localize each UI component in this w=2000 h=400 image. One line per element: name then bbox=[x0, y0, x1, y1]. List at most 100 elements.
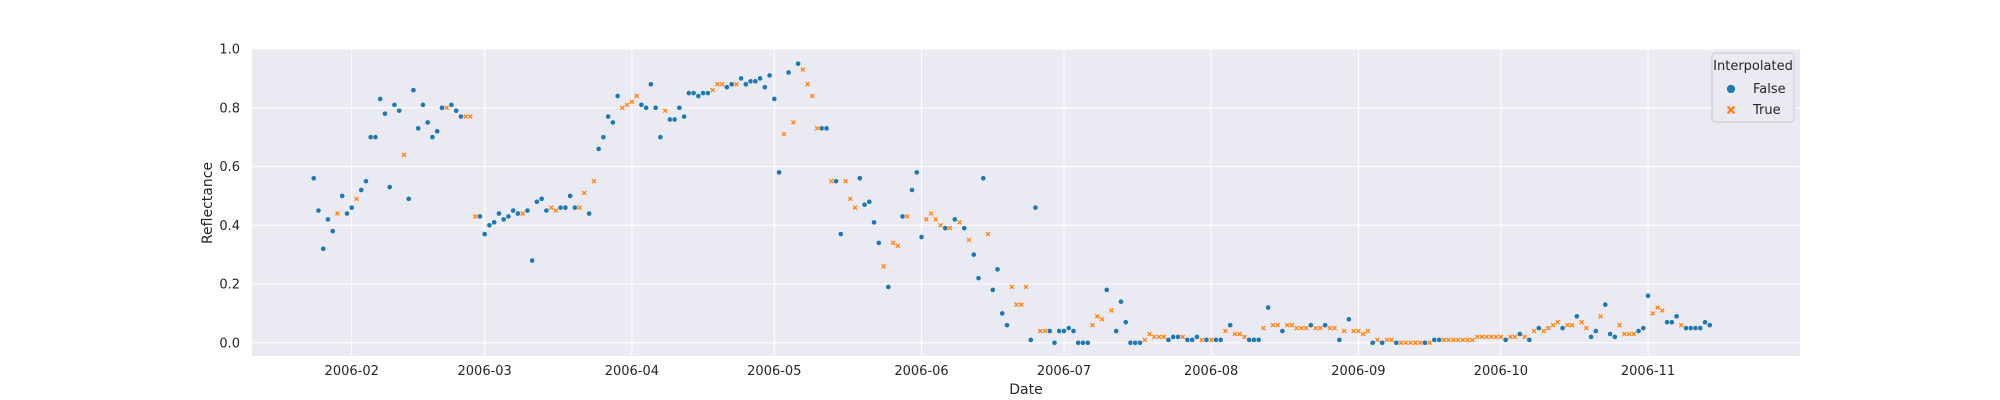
legend: Interpolated False True bbox=[1711, 52, 1795, 123]
data-point bbox=[572, 204, 578, 211]
data-point bbox=[1217, 336, 1224, 343]
data-point bbox=[1573, 313, 1580, 320]
data-point bbox=[1203, 336, 1210, 343]
data-point bbox=[809, 93, 816, 99]
data-point bbox=[515, 210, 521, 217]
data-point bbox=[871, 219, 877, 226]
data-point bbox=[643, 104, 649, 111]
data-point bbox=[1089, 322, 1096, 328]
data-point bbox=[742, 81, 749, 88]
data-point bbox=[1265, 304, 1272, 311]
data-point bbox=[496, 210, 502, 217]
data-point bbox=[1222, 328, 1229, 334]
data-point bbox=[1175, 334, 1181, 340]
data-point bbox=[325, 216, 331, 223]
series-true bbox=[334, 66, 1685, 346]
data-point bbox=[358, 187, 365, 193]
data-point bbox=[885, 284, 892, 290]
data-point bbox=[1692, 325, 1699, 331]
data-point bbox=[382, 110, 388, 117]
data-point bbox=[961, 225, 968, 232]
plot-background bbox=[252, 49, 1800, 356]
data-point bbox=[667, 116, 673, 123]
grid-lines bbox=[252, 48, 1800, 356]
x-tick-label: 2006-02 bbox=[325, 364, 379, 379]
data-point bbox=[652, 104, 659, 111]
data-point bbox=[1118, 298, 1124, 305]
data-point bbox=[1550, 322, 1556, 328]
data-point bbox=[1535, 325, 1542, 331]
data-point bbox=[833, 178, 839, 185]
y-tick-label: 1.0 bbox=[219, 43, 240, 58]
data-point bbox=[1170, 334, 1177, 340]
data-point bbox=[1336, 336, 1343, 343]
data-point bbox=[424, 119, 431, 126]
data-point bbox=[1198, 337, 1205, 343]
data-point bbox=[1540, 328, 1547, 334]
data-point bbox=[624, 102, 630, 108]
data-point bbox=[377, 96, 384, 102]
data-point bbox=[1070, 328, 1077, 334]
data-point bbox=[610, 119, 616, 126]
data-point bbox=[633, 93, 640, 99]
data-point bbox=[842, 178, 849, 185]
data-point bbox=[443, 104, 450, 111]
legend-box bbox=[1711, 52, 1795, 123]
data-point bbox=[353, 196, 360, 202]
data-point bbox=[614, 93, 621, 99]
data-point bbox=[771, 96, 778, 102]
data-point bbox=[1346, 316, 1352, 323]
data-point bbox=[538, 195, 545, 202]
data-point bbox=[1308, 322, 1314, 329]
data-point bbox=[1555, 319, 1561, 326]
data-point bbox=[1255, 336, 1262, 343]
data-point bbox=[1141, 337, 1148, 343]
data-point bbox=[348, 204, 355, 211]
data-point bbox=[1616, 322, 1623, 328]
data-point bbox=[1127, 339, 1134, 346]
data-point bbox=[928, 210, 934, 217]
data-point bbox=[1645, 292, 1651, 299]
y-tick-label: 0.8 bbox=[219, 101, 240, 116]
data-point bbox=[1008, 284, 1015, 290]
data-point bbox=[467, 113, 474, 120]
data-point bbox=[904, 213, 911, 220]
legend-label-false: False bbox=[1753, 82, 1786, 97]
data-point bbox=[723, 84, 730, 91]
data-point bbox=[315, 207, 322, 214]
data-point bbox=[586, 210, 592, 217]
data-point bbox=[752, 78, 759, 85]
data-point bbox=[800, 66, 806, 73]
data-point bbox=[1664, 319, 1670, 326]
data-point bbox=[1630, 331, 1637, 337]
data-point bbox=[439, 104, 445, 111]
data-point bbox=[852, 204, 858, 211]
data-point bbox=[1649, 310, 1656, 317]
data-point bbox=[405, 195, 412, 202]
data-point bbox=[344, 210, 350, 217]
data-point bbox=[562, 204, 569, 211]
data-point bbox=[761, 84, 768, 91]
data-point bbox=[1137, 339, 1143, 346]
data-point bbox=[880, 263, 887, 270]
data-point bbox=[595, 146, 602, 152]
data-point bbox=[1369, 339, 1376, 346]
data-point bbox=[477, 213, 483, 220]
data-point bbox=[410, 87, 417, 93]
data-point bbox=[1279, 328, 1286, 334]
data-point bbox=[1213, 336, 1219, 343]
y-tick-label: 0.4 bbox=[219, 219, 240, 234]
data-point bbox=[1018, 301, 1025, 308]
data-point bbox=[1602, 301, 1609, 308]
data-point bbox=[1526, 336, 1533, 343]
data-point bbox=[1422, 339, 1428, 346]
data-point bbox=[1607, 331, 1613, 337]
data-point bbox=[420, 101, 426, 108]
data-point bbox=[310, 175, 317, 182]
data-point bbox=[1108, 307, 1115, 314]
x-tick-label: 2006-09 bbox=[1331, 364, 1385, 379]
data-point bbox=[1274, 322, 1281, 328]
data-point bbox=[747, 78, 754, 85]
data-point bbox=[576, 204, 583, 211]
